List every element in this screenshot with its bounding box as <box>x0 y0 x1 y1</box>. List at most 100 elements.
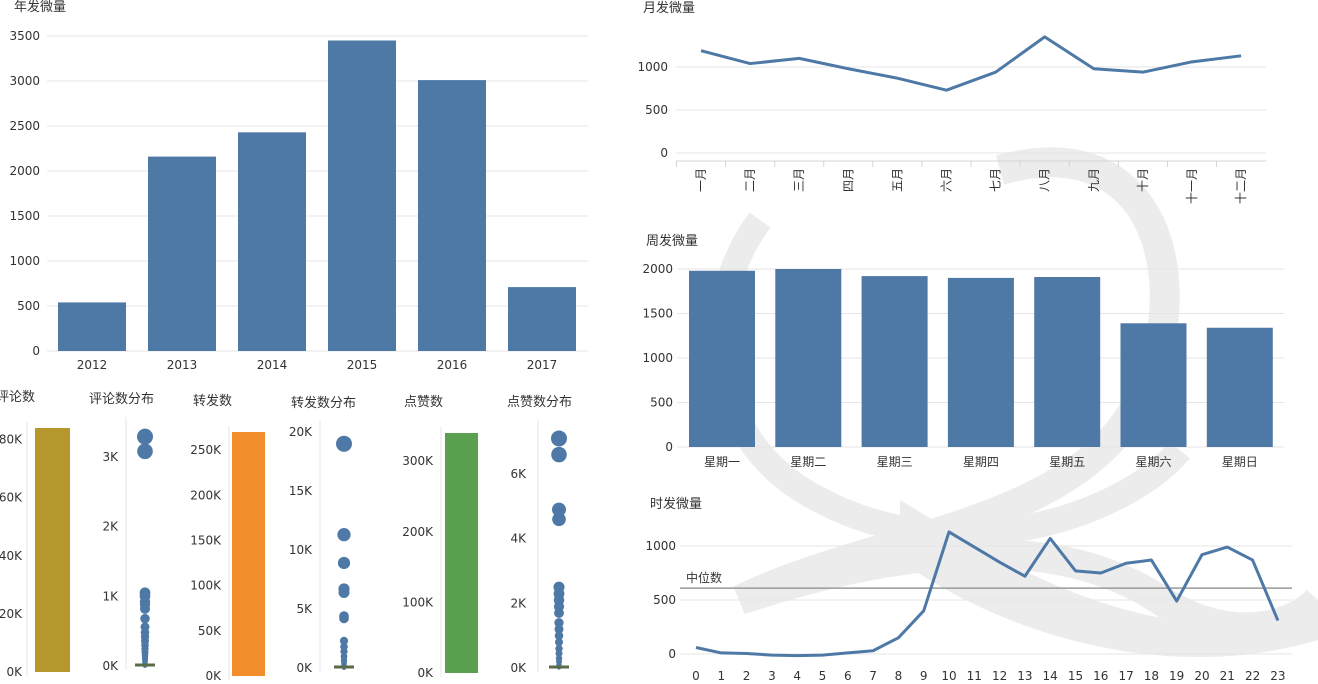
reposts-total-ytick-label: 100K <box>190 579 222 593</box>
yearly-xtick-label: 2015 <box>347 358 378 372</box>
reposts-total-ytick-label: 200K <box>190 488 222 502</box>
weekly-ytick-label: 1000 <box>642 351 673 365</box>
hourly-xtick-label: 20 <box>1194 669 1209 683</box>
hourly-ytick-label: 1000 <box>645 539 676 553</box>
comments-dist-ytick-label: 3K <box>102 450 119 464</box>
likes-total-ytick-label: 100K <box>402 595 434 609</box>
yearly-xtick-label: 2016 <box>437 358 468 372</box>
monthly-xtick-label: 六月 <box>940 168 954 192</box>
weekly-bar <box>861 276 928 447</box>
hourly-series-line <box>695 530 1280 658</box>
likes-dist-chart: 0K 2K 4K 6K <box>510 420 569 675</box>
likes-dist-point <box>554 624 564 634</box>
yearly-bar <box>58 302 126 351</box>
weekly-ytick-label: 500 <box>650 396 673 410</box>
hourly-xtick-label: 10 <box>941 669 956 683</box>
yearly-xtick-label: 2013 <box>167 358 198 372</box>
yearly-xtick-label: 2014 <box>257 358 288 372</box>
monthly-xtick-label: 一月 <box>694 168 708 192</box>
monthly-ytick-label: 500 <box>645 103 668 117</box>
likes-dist-point <box>554 608 564 618</box>
weekly-bar <box>947 277 1014 447</box>
hourly-ytick-label: 500 <box>653 593 676 607</box>
comments-dist-point <box>137 428 153 445</box>
monthly-xtick-label: 七月 <box>989 168 1003 192</box>
weekly-chart: 0 500 1000 1500 2000 星期一 星期二 星期三 星期四 星期五 星期六 星期日 <box>642 262 1284 469</box>
weekly-ytick-label: 0 <box>665 440 673 454</box>
yearly-ytick-label: 1000 <box>9 254 40 268</box>
reposts-total-ytick-label: 150K <box>190 533 222 547</box>
reposts-dist-ytick-label: 5K <box>296 602 313 616</box>
comments-total-ytick-label: 80K <box>0 433 23 447</box>
hourly-xtick-label: 19 <box>1169 669 1184 683</box>
reposts-dist-point <box>337 556 351 570</box>
likes-dist-point <box>552 502 566 517</box>
comments-dist-point <box>140 613 150 624</box>
monthly-ytick-label: 0 <box>660 146 668 160</box>
hourly-xtick-label: 21 <box>1220 669 1235 683</box>
weekly-xtick-label: 星期二 <box>790 455 826 469</box>
likes-total-ytick-label: 300K <box>402 454 434 468</box>
hourly-xtick-label: 3 <box>768 669 776 683</box>
weekly-xtick-label: 星期日 <box>1222 455 1258 469</box>
yearly-bar <box>508 287 576 351</box>
hourly-xtick-label: 4 <box>793 669 801 683</box>
reposts-dist-point <box>338 586 350 598</box>
comments-total-ytick-label: 40K <box>0 549 23 563</box>
comments-total-ytick-label: 60K <box>0 491 23 505</box>
weekly-xtick-label: 星期三 <box>877 455 913 469</box>
likes-dist-point <box>554 638 564 647</box>
comments-dist-ytick-label: 0K <box>102 659 119 673</box>
median-reference-label: 中位数 <box>686 570 722 585</box>
chart-title-yearly: 年发微量 <box>14 0 66 15</box>
comments-dist-chart: 0K 1K 2K 3K <box>102 417 155 673</box>
weekly-ytick-label: 2000 <box>642 262 673 276</box>
weekly-bar <box>1206 327 1273 447</box>
weekly-bar <box>1034 277 1101 447</box>
comments-dist-ytick-label: 2K <box>102 520 119 534</box>
hourly-xtick-label: 12 <box>992 669 1007 683</box>
hourly-xtick-label: 1 <box>717 669 725 683</box>
hourly-xtick-label: 17 <box>1118 669 1133 683</box>
weekly-xtick-label: 星期一 <box>704 455 740 469</box>
likes-dist-point <box>554 631 564 640</box>
yearly-ytick-label: 3000 <box>9 74 40 88</box>
hourly-xtick-label: 6 <box>844 669 852 683</box>
comments-dist-point <box>140 603 150 614</box>
reposts-total-ytick-label: 250K <box>190 443 222 457</box>
likes-dist-ytick-label: 6K <box>510 467 527 481</box>
monthly-xtick-label: 十一月 <box>1185 168 1199 204</box>
chart-title-likes: 点赞数 <box>404 395 443 410</box>
chart-title-hourly: 时发微量 <box>650 496 702 512</box>
likes-dist-ytick-label: 2K <box>510 596 527 610</box>
chart-title-weekly: 周发微量 <box>646 233 698 249</box>
yearly-xtick-label: 2012 <box>77 358 108 372</box>
comments-total-ytick-label: 20K <box>0 607 23 621</box>
reposts-dist-point <box>336 435 352 452</box>
comments-total-bar <box>35 428 70 672</box>
monthly-xtick-label: 九月 <box>1087 168 1101 192</box>
hourly-xtick-label: 23 <box>1270 669 1285 683</box>
yearly-ytick-label: 0 <box>32 344 40 358</box>
yearly-xtick-label: 2017 <box>527 358 558 372</box>
monthly-xtick-label: 四月 <box>841 168 855 192</box>
monthly-xtick-label: 三月 <box>792 168 806 192</box>
hourly-xtick-label: 0 <box>692 669 700 683</box>
yearly-bar <box>328 40 396 351</box>
likes-total-bar <box>445 433 478 673</box>
reposts-dist-point <box>339 636 349 645</box>
hourly-xtick-label: 8 <box>895 669 903 683</box>
monthly-xtick-label: 八月 <box>1038 168 1052 192</box>
yearly-bar <box>238 132 306 351</box>
hourly-xtick-label: 9 <box>920 669 928 683</box>
hourly-xtick-label: 22 <box>1245 669 1260 683</box>
reposts-dist-ytick-label: 10K <box>289 543 313 557</box>
likes-dist-point <box>551 446 567 463</box>
likes-dist-point <box>551 430 567 447</box>
weekly-bar <box>1120 323 1187 447</box>
reposts-dist-ytick-label: 0K <box>296 661 313 675</box>
reposts-total-bar <box>232 432 265 676</box>
hourly-xtick-label: 13 <box>1017 669 1032 683</box>
